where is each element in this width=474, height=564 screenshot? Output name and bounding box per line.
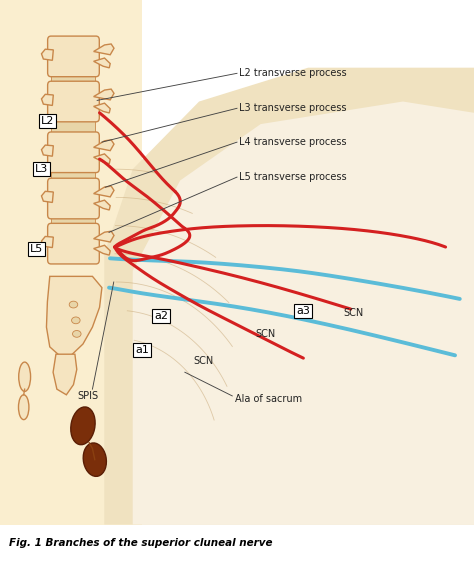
Polygon shape xyxy=(133,102,474,525)
Text: a2: a2 xyxy=(154,311,168,321)
Text: SCN: SCN xyxy=(255,329,275,339)
Text: L2: L2 xyxy=(41,116,54,126)
Ellipse shape xyxy=(73,331,81,337)
Ellipse shape xyxy=(18,362,30,391)
FancyBboxPatch shape xyxy=(51,214,96,228)
Text: a3: a3 xyxy=(296,306,310,316)
Text: L4 transverse process: L4 transverse process xyxy=(239,137,347,147)
Polygon shape xyxy=(41,94,53,105)
Text: L5 transverse process: L5 transverse process xyxy=(239,172,347,182)
Polygon shape xyxy=(94,103,110,113)
Polygon shape xyxy=(94,89,114,100)
FancyBboxPatch shape xyxy=(47,36,99,77)
Ellipse shape xyxy=(71,407,95,444)
FancyBboxPatch shape xyxy=(51,72,96,86)
Polygon shape xyxy=(94,140,114,151)
Polygon shape xyxy=(94,154,110,164)
Text: SCN: SCN xyxy=(194,356,214,366)
Text: L2 transverse process: L2 transverse process xyxy=(239,68,347,78)
FancyBboxPatch shape xyxy=(47,178,99,219)
Polygon shape xyxy=(94,186,114,197)
Text: Fig. 1 Branches of the superior cluneal nerve: Fig. 1 Branches of the superior cluneal … xyxy=(9,537,273,548)
Text: L3: L3 xyxy=(35,164,48,174)
Polygon shape xyxy=(94,58,110,68)
Polygon shape xyxy=(41,191,53,202)
FancyBboxPatch shape xyxy=(47,223,99,264)
Ellipse shape xyxy=(69,301,78,308)
Polygon shape xyxy=(46,276,102,355)
Polygon shape xyxy=(41,145,53,156)
Text: SPIS: SPIS xyxy=(77,391,98,401)
FancyBboxPatch shape xyxy=(51,168,96,183)
Polygon shape xyxy=(53,354,77,395)
FancyBboxPatch shape xyxy=(51,117,96,137)
Polygon shape xyxy=(94,245,110,255)
Text: Ala of sacrum: Ala of sacrum xyxy=(235,394,302,404)
Polygon shape xyxy=(94,231,114,242)
Ellipse shape xyxy=(72,317,80,324)
Ellipse shape xyxy=(18,395,29,420)
Polygon shape xyxy=(41,49,53,60)
FancyBboxPatch shape xyxy=(47,81,99,122)
Polygon shape xyxy=(0,0,142,525)
Text: a1: a1 xyxy=(135,345,149,355)
FancyBboxPatch shape xyxy=(47,132,99,173)
Ellipse shape xyxy=(83,443,106,477)
Text: L5: L5 xyxy=(30,244,43,254)
Polygon shape xyxy=(94,200,110,210)
Polygon shape xyxy=(94,44,114,55)
Text: SCN: SCN xyxy=(343,308,363,318)
Polygon shape xyxy=(104,68,474,525)
Text: L3 transverse process: L3 transverse process xyxy=(239,103,347,113)
Polygon shape xyxy=(41,236,53,248)
